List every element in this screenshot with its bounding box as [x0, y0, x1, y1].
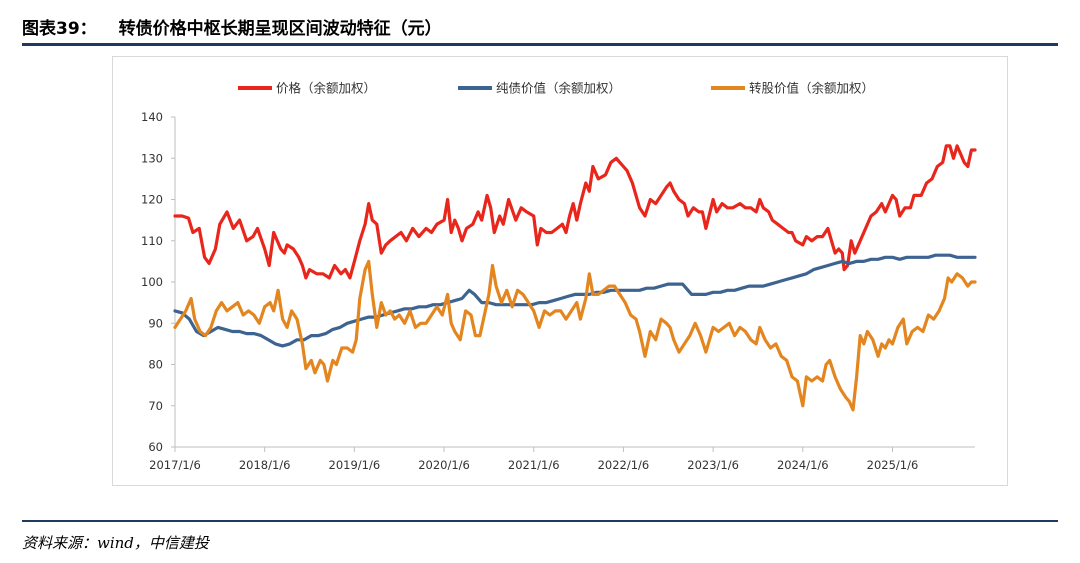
series-line-3 — [173, 259, 977, 412]
source-note: 资料来源：wind，中信建投 — [22, 534, 209, 552]
y-tick-label: 120 — [141, 193, 163, 207]
y-tick-label: 140 — [141, 110, 163, 124]
series-line-2 — [173, 253, 977, 348]
figure-title-text: 转债价格中枢长期呈现区间波动特征（元） — [118, 19, 442, 39]
top-rule — [22, 43, 1058, 46]
x-tick-label: 2022/1/6 — [598, 458, 650, 472]
x-tick-label: 2019/1/6 — [329, 458, 381, 472]
y-tick-label: 130 — [141, 151, 163, 165]
figure-number: 图表39： — [22, 19, 97, 39]
y-tick-label: 80 — [148, 358, 163, 372]
x-tick-label: 2017/1/6 — [149, 458, 201, 472]
y-tick-label: 60 — [148, 440, 163, 454]
y-tick-label: 70 — [148, 399, 163, 413]
x-tick-label: 2023/1/6 — [687, 458, 739, 472]
x-tick-label: 2021/1/6 — [508, 458, 560, 472]
x-tick-label: 2018/1/6 — [239, 458, 291, 472]
series-line-1 — [173, 144, 977, 280]
x-tick-label: 2024/1/6 — [777, 458, 829, 472]
legend-label-2: 纯债价值（余额加权） — [496, 81, 621, 96]
legend-label-1: 价格（余额加权） — [276, 81, 376, 96]
y-tick-label: 110 — [141, 234, 163, 248]
bottom-rule — [22, 520, 1058, 522]
legend-label-3: 转股价值（余额加权） — [749, 81, 874, 96]
figure-title: 图表39： 转债价格中枢长期呈现区间波动特征（元） — [22, 14, 442, 39]
line-chart: 60 70 80 90 100 110 120 130 140 2017/1/6 2018/1/6 2… — [141, 81, 977, 472]
chart-frame: 60 70 80 90 100 110 120 130 140 2017/1/6 2018/1/6 2… — [112, 56, 1008, 486]
x-tick-label: 2025/1/6 — [867, 458, 919, 472]
x-tick-label: 2020/1/6 — [418, 458, 470, 472]
y-tick-label: 100 — [141, 275, 163, 289]
y-tick-label: 90 — [148, 316, 163, 330]
